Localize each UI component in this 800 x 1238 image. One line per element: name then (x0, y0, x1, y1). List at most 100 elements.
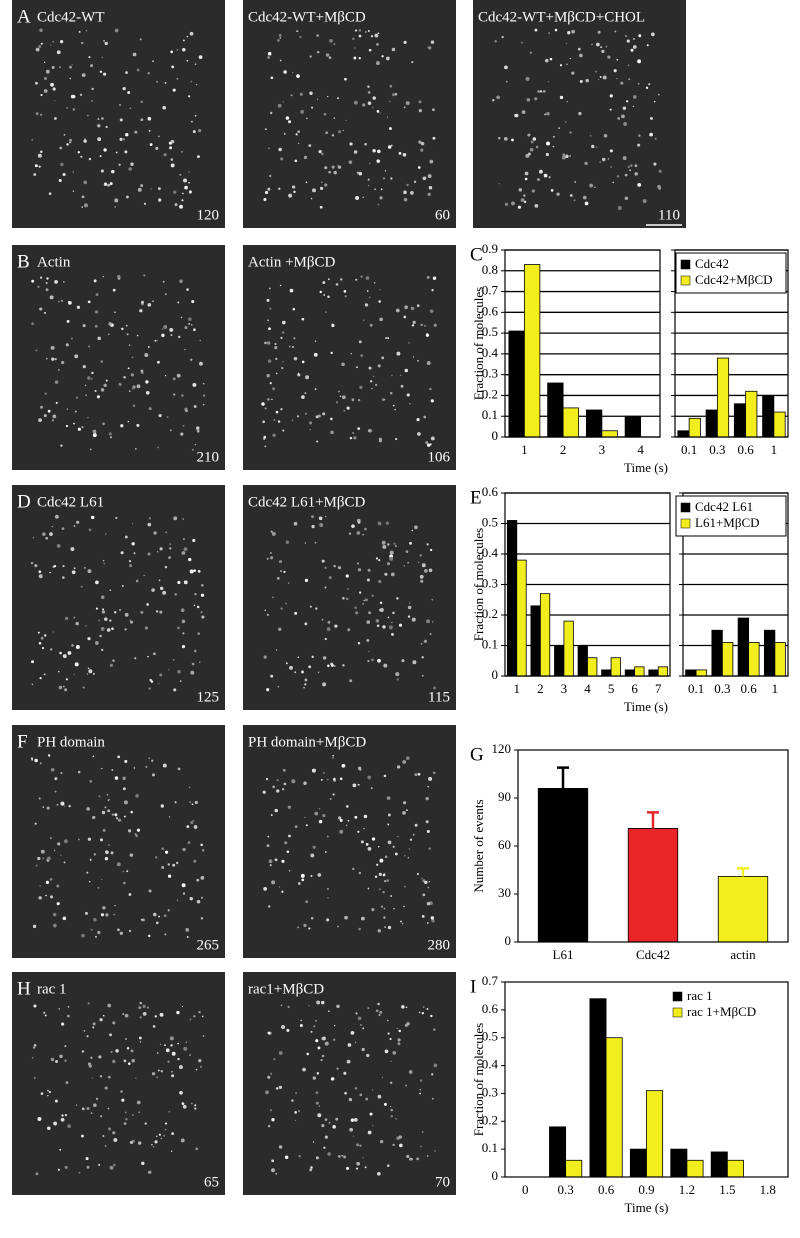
bar (748, 642, 760, 677)
speckle (637, 182, 642, 187)
speckle (517, 205, 522, 209)
speckle (414, 823, 418, 827)
speckle (77, 151, 81, 154)
speckle (624, 173, 627, 176)
speckle (363, 827, 365, 830)
speckle (190, 670, 195, 675)
speckle (366, 578, 370, 582)
speckle (81, 426, 84, 429)
speckle (182, 518, 184, 520)
speckle (81, 933, 85, 938)
x-tick-label: 2 (537, 681, 544, 696)
speckle (617, 206, 622, 210)
speckle (267, 319, 270, 322)
speckle (335, 401, 339, 404)
speckle (362, 319, 365, 321)
legend-label: L61+MβCD (695, 515, 760, 530)
image-caption: Actin +MβCD (248, 254, 336, 270)
speckle (57, 842, 61, 846)
speckle (426, 276, 430, 279)
speckle (387, 823, 390, 826)
speckle (96, 395, 100, 399)
speckle (565, 121, 567, 123)
speckle (42, 806, 45, 809)
speckle (37, 153, 42, 158)
speckle (199, 361, 203, 366)
speckle (390, 144, 393, 147)
speckle (191, 324, 193, 326)
speckle (119, 931, 124, 935)
speckle (289, 288, 294, 293)
speckle (613, 69, 617, 73)
speckle (193, 859, 197, 863)
speckle (177, 301, 180, 304)
speckle (548, 176, 551, 179)
speckle (64, 1113, 68, 1117)
speckle (129, 619, 131, 622)
speckle (353, 150, 358, 154)
speckle (107, 1003, 112, 1008)
x-tick-label: 2 (560, 442, 567, 457)
speckle (376, 624, 380, 627)
speckle (396, 678, 399, 681)
speckle (272, 785, 276, 789)
speckle (197, 632, 200, 635)
x-tick-label: 0.6 (598, 1182, 615, 1197)
speckle (264, 341, 267, 345)
speckle (94, 310, 99, 314)
speckle (199, 339, 201, 342)
speckle (191, 299, 195, 304)
speckle (421, 1131, 424, 1133)
speckle (300, 1019, 302, 1022)
image-caption: Cdc42 L61+MβCD (248, 494, 366, 510)
speckle (535, 145, 539, 149)
speckle (366, 290, 369, 292)
speckle (569, 57, 571, 60)
speckle (44, 77, 48, 81)
speckle (282, 788, 285, 791)
speckle (125, 71, 128, 74)
speckle (389, 1081, 393, 1085)
speckle (108, 1127, 112, 1131)
speckle (111, 813, 114, 816)
speckle (405, 101, 410, 106)
speckle (271, 1117, 275, 1122)
speckle (51, 65, 55, 69)
speckle (56, 803, 59, 806)
speckle (349, 142, 353, 146)
speckle (379, 1010, 383, 1014)
speckle (397, 1042, 401, 1046)
speckle (352, 432, 354, 434)
speckle (133, 552, 136, 555)
speckle (179, 279, 183, 283)
speckle (270, 674, 274, 678)
speckle (58, 685, 63, 690)
bar (695, 669, 708, 677)
speckle (387, 925, 392, 930)
speckle (332, 754, 334, 757)
image-number: 106 (428, 449, 451, 465)
speckle (182, 425, 185, 427)
legend-label: rac 1 (687, 988, 713, 1003)
speckle (367, 1007, 370, 1010)
speckle (139, 38, 142, 41)
speckle (408, 1070, 413, 1074)
speckle (58, 178, 62, 182)
speckle (153, 912, 157, 917)
speckle (546, 111, 550, 116)
speckle (318, 149, 322, 154)
speckle (157, 198, 162, 202)
speckle (169, 146, 172, 150)
x-tick-label: 0.3 (709, 442, 725, 457)
speckle (389, 550, 394, 555)
speckle (43, 414, 47, 418)
speckle (405, 756, 410, 760)
speckle (302, 1067, 306, 1072)
speckle (421, 914, 425, 918)
speckle (100, 1115, 103, 1118)
speckle (371, 837, 376, 841)
speckle (275, 357, 278, 361)
speckle (388, 100, 391, 103)
speckle (633, 38, 635, 40)
speckle (44, 1014, 47, 1017)
